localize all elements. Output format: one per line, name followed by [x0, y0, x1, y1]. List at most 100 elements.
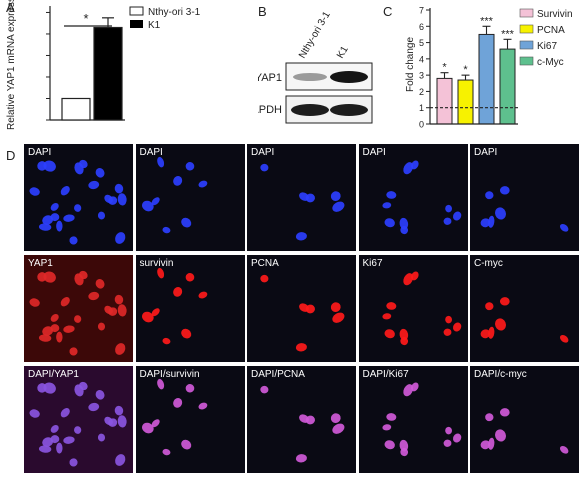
micrograph-tile: DAPI — [24, 144, 133, 251]
cell-nucleus — [260, 385, 269, 394]
cell-nucleus — [69, 347, 78, 356]
cell-nucleus — [115, 343, 126, 355]
cell-nucleus — [185, 273, 194, 282]
cell-nucleus — [117, 304, 127, 317]
panel-a-letter: A — [6, 0, 15, 15]
micrograph-image — [141, 156, 207, 234]
cell-nucleus — [488, 437, 495, 450]
micrograph-label: DAPI — [28, 147, 52, 158]
micrograph-label: DAPI — [139, 147, 163, 158]
legend-label-survivin: Survivin — [537, 9, 573, 20]
cell-nucleus — [88, 291, 100, 301]
cell-nucleus — [42, 215, 54, 225]
legend-label-ki67: Ki67 — [537, 41, 557, 52]
chart-c-bar-survivin — [436, 77, 453, 125]
micrograph-label: DAPI/YAP1 — [28, 369, 79, 380]
cell-nucleus — [410, 271, 419, 281]
cell-nucleus — [37, 161, 47, 171]
cell-nucleus — [162, 226, 170, 234]
legend-label-cmyc: c-Myc — [537, 57, 564, 68]
chart-c-bar-pcna — [457, 79, 474, 125]
micrograph-label: Ki67 — [362, 258, 383, 269]
cell-nucleus — [330, 191, 341, 201]
cell-nucleus — [79, 159, 88, 169]
cell-nucleus — [444, 315, 452, 324]
chart-c-ytick-label: 2 — [419, 87, 424, 97]
cell-nucleus — [499, 297, 510, 306]
cell-nucleus — [69, 458, 78, 467]
cell-nucleus — [156, 156, 164, 168]
band-yap1-k1 — [330, 71, 368, 83]
cell-nucleus — [180, 328, 191, 339]
chart-c-axes — [429, 8, 518, 125]
cell-nucleus — [43, 382, 56, 394]
micrograph-image — [29, 159, 127, 245]
cell-nucleus — [485, 413, 494, 422]
chart-c-ytick-label: 0 — [419, 120, 424, 130]
cell-nucleus — [381, 424, 391, 431]
cell-nucleus — [495, 429, 506, 442]
cell-nucleus — [410, 160, 419, 170]
chart-c-legend: Survivin PCNA Ki67 c-Myc — [519, 8, 573, 68]
cell-nucleus — [79, 381, 88, 391]
cell-nucleus — [399, 226, 408, 235]
cell-nucleus — [260, 274, 269, 283]
cell-nucleus — [42, 437, 54, 447]
cell-nucleus — [38, 445, 52, 453]
cell-nucleus — [295, 232, 307, 241]
cell-nucleus — [299, 303, 309, 312]
cell-nucleus — [42, 326, 54, 336]
cell-nucleus — [95, 389, 105, 400]
cell-nucleus — [156, 267, 164, 279]
micrograph-label: DAPI/Ki67 — [362, 369, 409, 380]
cell-nucleus — [151, 419, 160, 428]
micrograph-tile: DAPI/c-myc — [470, 366, 579, 473]
chart-c-ytick-label: 4 — [419, 54, 424, 64]
cell-nucleus — [330, 413, 341, 423]
cell-nucleus — [104, 416, 113, 426]
cell-nucleus — [114, 405, 124, 416]
cell-nucleus — [381, 313, 391, 320]
chart-a-ylabel: Relative YAP1 mRNA expression — [6, 0, 17, 130]
cell-nucleus — [114, 294, 124, 305]
cell-nucleus — [443, 328, 451, 336]
chart-c-ytick-label: 7 — [419, 6, 424, 16]
cell-nucleus — [172, 397, 182, 408]
legend-swatch-ki67 — [519, 40, 534, 50]
legend-swatch-k1 — [130, 20, 143, 28]
legend-label-nthy: Nthy-ori 3-1 — [148, 7, 201, 18]
cell-nucleus — [495, 318, 506, 331]
micrograph-label: DAPI/PCNA — [251, 369, 305, 380]
micrograph-label: survivin — [139, 258, 174, 269]
cell-nucleus — [50, 425, 59, 433]
micrograph-tile: DAPI — [135, 144, 245, 251]
cell-nucleus — [480, 218, 491, 228]
cell-nucleus — [384, 440, 395, 450]
micrograph-label: YAP1 — [28, 258, 53, 269]
cell-nucleus — [410, 382, 419, 392]
band-yap1-nthy — [293, 73, 327, 81]
cell-nucleus — [332, 312, 345, 323]
micrograph-image — [260, 274, 345, 352]
chart-a-bar-k1 — [93, 26, 123, 121]
cell-nucleus — [381, 202, 391, 209]
cell-nucleus — [499, 186, 510, 195]
cell-nucleus — [488, 326, 495, 339]
micrograph-tile: Ki67 — [358, 255, 468, 362]
cell-nucleus — [399, 328, 408, 341]
cell-nucleus — [495, 207, 506, 220]
cell-nucleus — [43, 271, 56, 283]
micrograph-image — [480, 297, 569, 343]
micrograph-image — [141, 378, 207, 456]
yap1-mrna-bar-chart: Relative YAP1 mRNA expression * Nthy-ori… — [6, 0, 201, 130]
cell-nucleus — [443, 439, 451, 447]
cell-nucleus — [141, 311, 154, 323]
legend-swatch-pcna — [519, 24, 534, 34]
micrograph-image — [381, 271, 461, 346]
cell-nucleus — [299, 414, 309, 423]
cell-nucleus — [88, 180, 100, 190]
cell-nucleus — [480, 329, 491, 339]
cell-nucleus — [151, 308, 160, 317]
cell-nucleus — [172, 175, 182, 186]
